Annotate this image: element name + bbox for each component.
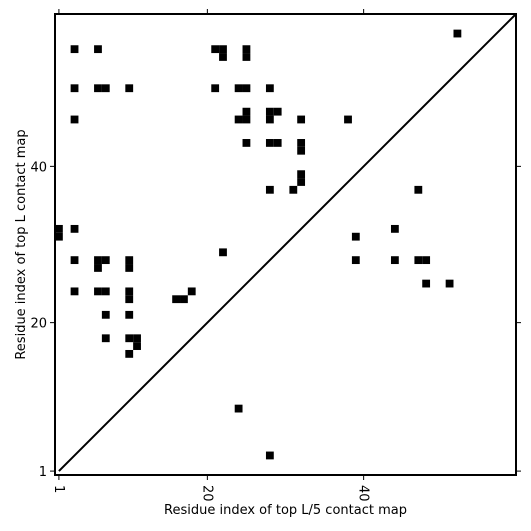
y-tick-label: 40 [30,160,47,175]
contact-cell-upper [234,115,243,124]
contact-cell-upper [273,139,282,147]
contact-cell-lower [265,451,274,460]
contact-cell-lower [70,256,79,265]
contact-cell-lower [125,287,134,296]
contact-cell-upper [219,53,227,61]
contact-cell-upper [101,84,110,93]
contact-cell-upper [297,146,306,155]
contact-cell-lower [422,256,431,265]
contact-cell-upper [94,45,102,54]
contact-cell-upper [265,107,274,116]
contact-cell-lower [414,256,423,265]
contact-cell-upper [414,185,423,194]
contact-cell-lower [125,295,134,304]
contact-cell-lower [94,256,102,265]
contact-cell-lower [351,232,360,241]
contact-cell-upper [219,45,227,54]
contact-cell-upper [94,84,102,93]
contact-cell-lower [125,264,134,272]
contact-cell-upper [297,139,306,147]
contact-cell-lower [133,334,141,343]
contact-cell-lower [125,334,134,343]
x-tick-label: 20 [199,485,214,502]
contact-cell-upper [242,53,251,61]
contact-cell-lower [390,256,399,265]
contact-cell-lower [55,224,63,233]
contact-cell-upper [211,45,220,54]
diagonal-line [58,13,517,472]
x-tick-label: 40 [356,485,371,502]
contact-cell-lower [445,279,454,288]
y-tick-label: 20 [30,317,47,332]
x-axis-label: Residue index of top L/5 contact map [164,503,407,518]
contact-cell-upper [265,115,274,124]
contact-cell-lower [180,295,188,304]
x-tick-label: 1 [51,485,66,493]
contact-cell-lower [125,256,134,265]
y-tick-label: 1 [39,465,47,480]
contact-cell-upper [234,84,243,93]
contact-cell-lower [125,310,134,319]
contact-cell-upper [265,84,274,93]
contact-cell-lower [70,224,79,233]
plot-frame [54,13,517,476]
contact-cell-lower [101,334,110,343]
contact-cell-upper [265,139,274,147]
contact-cell-lower [351,256,360,265]
contact-cell-upper [265,185,274,194]
contact-cell-upper [273,107,282,116]
contact-cell-lower [94,264,102,272]
contact-cell-upper [297,178,306,186]
contact-cell-upper [242,45,251,54]
contact-cell-lower [172,295,181,304]
contact-cell-lower [101,256,110,265]
y-axis-label: Residue index of top L contact map [14,129,29,359]
contact-cell-upper [70,45,79,54]
contact-cell-upper [297,170,306,179]
contact-cell-upper [211,84,220,93]
contact-cell-upper [242,107,251,116]
contact-cell-lower [101,287,110,296]
contact-cell-lower [125,349,134,358]
contact-cell-lower [70,287,79,296]
contact-cell-upper [453,29,462,38]
contact-cells [55,29,462,460]
contact-cell-lower [133,342,141,350]
contact-cell-lower [390,224,399,233]
contact-cell-lower [94,287,102,296]
contact-cell-lower [187,287,196,296]
contact-cell-upper [242,84,251,93]
contact-cell-upper [289,185,298,194]
contact-cell-upper [70,115,79,124]
contact-cell-upper [297,115,306,124]
y-axis-ticks: 1 20 40 [30,160,521,480]
contact-cell-lower [234,404,243,413]
contact-cell-upper [242,139,251,147]
contact-cell-upper [70,84,79,93]
contact-cell-upper [125,84,134,93]
x-axis-ticks: 1 20 40 [51,9,371,502]
contact-cell-lower [422,279,431,288]
contact-cell-lower [219,248,227,257]
contact-cell-upper [344,115,352,124]
contact-cell-upper [242,115,251,124]
contact-cell-lower [55,232,63,241]
contact-cell-lower [101,310,110,319]
